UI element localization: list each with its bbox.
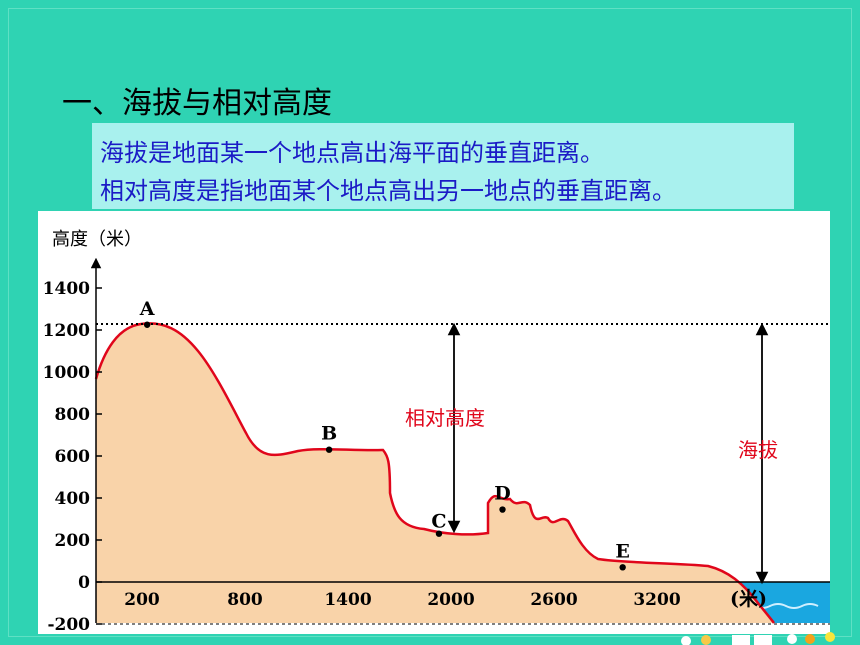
y-tick-label: 800 bbox=[55, 405, 91, 425]
terrain-profile-chart: -200 0 200 400 600 800 1000 1200 1400 200 800 1400… bbox=[38, 211, 830, 635]
x-axis-unit: (米) bbox=[730, 587, 767, 610]
definition-relative-height: 相对高度是指地面某个地点高出另一地点的垂直距离。 bbox=[100, 177, 676, 205]
land-area bbox=[96, 323, 774, 623]
point-e-label: E bbox=[615, 540, 629, 562]
x-tick-label: 2000 bbox=[427, 590, 474, 610]
chart-svg: -200 0 200 400 600 800 1000 1200 1400 200 800 1400… bbox=[43, 229, 830, 635]
y-tick-label: 600 bbox=[55, 447, 91, 467]
slide-title: 一、海拔与相对高度 bbox=[62, 86, 332, 121]
point-d-marker bbox=[499, 506, 506, 513]
terrain-outline bbox=[94, 322, 775, 624]
point-a-label: A bbox=[139, 298, 155, 320]
y-tick-label: 1400 bbox=[43, 279, 90, 299]
y-tick-label: 400 bbox=[55, 489, 91, 509]
y-tick-label: 0 bbox=[78, 573, 90, 593]
y-tick-label: -200 bbox=[47, 615, 90, 634]
relative-height-label: 相对高度 bbox=[405, 406, 485, 430]
x-tick-label: 800 bbox=[227, 590, 263, 610]
definition-altitude: 海拔是地面某一个地点高出海平面的垂直距离。 bbox=[100, 139, 604, 167]
x-tick-label: 2600 bbox=[530, 590, 577, 610]
x-tick-label: 3200 bbox=[633, 590, 680, 610]
x-tick-label: 200 bbox=[124, 590, 160, 610]
point-c-label: C bbox=[431, 511, 446, 533]
slide-frame bbox=[8, 8, 852, 637]
y-ticks: -200 0 200 400 600 800 1000 1200 1400 bbox=[43, 279, 102, 635]
point-b-marker bbox=[325, 446, 333, 453]
y-axis-title: 高度（米） bbox=[52, 229, 142, 250]
definition-box: 海拔是地面某一个地点高出海平面的垂直距离。 相对高度是指地面某个地点高出另一地点… bbox=[92, 123, 794, 209]
y-tick-label: 200 bbox=[55, 531, 91, 551]
point-d-label: D bbox=[494, 483, 510, 505]
profile-points: A B C D E bbox=[139, 298, 630, 571]
y-tick-label: 1200 bbox=[43, 321, 90, 341]
point-a-marker bbox=[143, 321, 151, 328]
altitude-label: 海拔 bbox=[738, 438, 778, 462]
point-b-label: B bbox=[321, 423, 337, 445]
x-tick-label: 1400 bbox=[324, 590, 371, 610]
point-e-marker bbox=[619, 564, 626, 571]
point-c-marker bbox=[435, 530, 443, 537]
decorative-border-icons bbox=[681, 632, 835, 645]
x-ticks: 200 800 1400 2000 2600 3200 bbox=[124, 590, 681, 610]
y-tick-label: 1000 bbox=[43, 363, 90, 383]
